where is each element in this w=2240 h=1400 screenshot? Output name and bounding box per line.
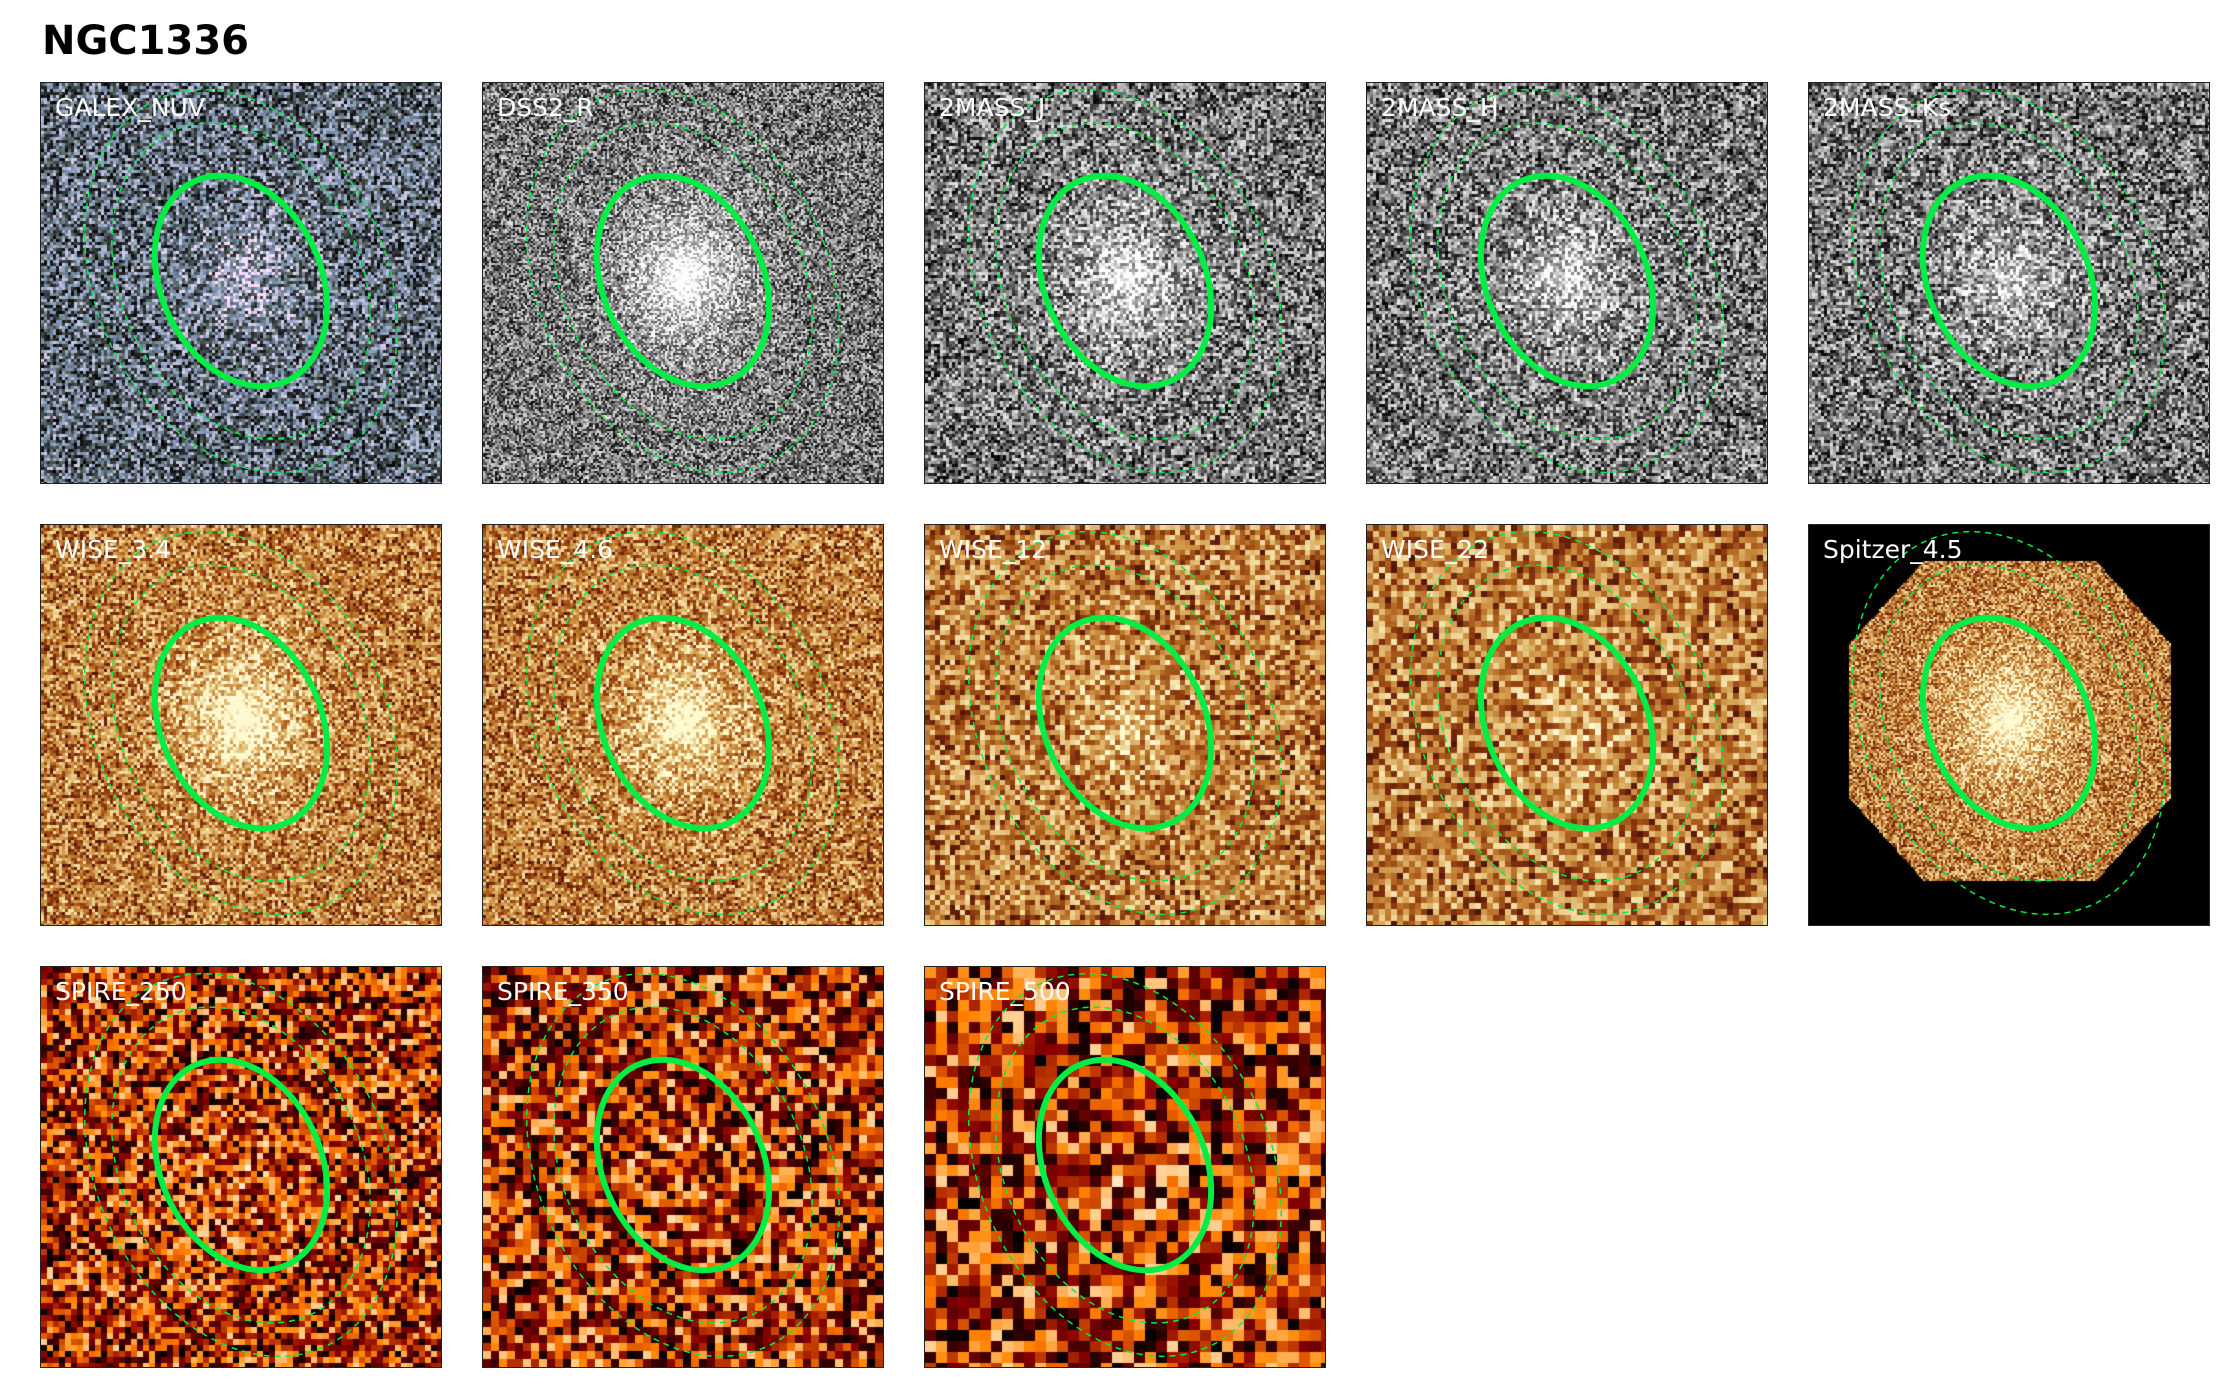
aperture-overlay <box>41 967 442 1368</box>
image-panel-2mass-h: 2MASS_H <box>1366 82 1768 484</box>
aperture-overlay <box>483 83 884 484</box>
aperture-overlay <box>1367 525 1768 926</box>
aperture-overlay <box>925 83 1326 484</box>
outer-dashed-ellipse <box>1809 525 2210 926</box>
inner-dashed-ellipse <box>63 967 420 1365</box>
inner-dashed-ellipse <box>1389 525 1746 923</box>
panel-label: WISE_22 <box>1381 535 1489 564</box>
aperture-overlay <box>925 967 1326 1368</box>
image-panel-wise-3-4: WISE_3.4 <box>40 524 442 926</box>
aperture-overlay <box>925 525 1326 926</box>
outer-dashed-ellipse <box>1367 525 1768 926</box>
inner-dashed-ellipse <box>505 525 862 923</box>
aperture-overlay <box>1367 83 1768 484</box>
inner-dashed-ellipse <box>1831 525 2188 923</box>
aperture-overlay <box>1809 525 2210 926</box>
panel-label: WISE_3.4 <box>55 535 171 564</box>
inner-dashed-ellipse <box>1389 83 1746 481</box>
image-panel-wise-22: WISE_22 <box>1366 524 1768 926</box>
image-panel-2mass-ks: 2MASS_Ks <box>1808 82 2210 484</box>
outer-dashed-ellipse <box>41 525 442 926</box>
inner-dashed-ellipse <box>505 967 862 1365</box>
image-panel-wise-12: WISE_12 <box>924 524 1326 926</box>
aperture-overlay <box>41 525 442 926</box>
image-panel-spire-500: SPIRE_500 <box>924 966 1326 1368</box>
panel-label: WISE_4.6 <box>497 535 613 564</box>
image-panel-galex-nuv: GALEX_NUV <box>40 82 442 484</box>
outer-dashed-ellipse <box>925 525 1326 926</box>
panel-label: Spitzer_4.5 <box>1823 535 1963 564</box>
outer-dashed-ellipse <box>925 83 1326 484</box>
image-panel-wise-4-6: WISE_4.6 <box>482 524 884 926</box>
outer-dashed-ellipse <box>1367 83 1768 484</box>
panel-label: SPIRE_500 <box>939 977 1071 1006</box>
image-panel-spitzer-4-5: Spitzer_4.5 <box>1808 524 2210 926</box>
panel-label: WISE_12 <box>939 535 1047 564</box>
aperture-overlay <box>483 525 884 926</box>
image-panel-2mass-j: 2MASS_J <box>924 82 1326 484</box>
outer-dashed-ellipse <box>483 967 884 1368</box>
inner-dashed-ellipse <box>1831 83 2188 481</box>
inner-dashed-ellipse <box>947 967 1304 1365</box>
image-panel-spire-250: SPIRE_250 <box>40 966 442 1368</box>
inner-dashed-ellipse <box>947 525 1304 923</box>
aperture-overlay <box>483 967 884 1368</box>
inner-dashed-ellipse <box>505 83 862 481</box>
outer-dashed-ellipse <box>483 83 884 484</box>
inner-dashed-ellipse <box>947 83 1304 481</box>
panel-label: SPIRE_350 <box>497 977 629 1006</box>
panel-label: DSS2_R <box>497 93 594 122</box>
aperture-overlay <box>1809 83 2210 484</box>
inner-dashed-ellipse <box>63 525 420 923</box>
panel-label: SPIRE_250 <box>55 977 187 1006</box>
outer-dashed-ellipse <box>41 83 442 484</box>
outer-dashed-ellipse <box>483 525 884 926</box>
image-panel-spire-350: SPIRE_350 <box>482 966 884 1368</box>
image-panel-dss2-r: DSS2_R <box>482 82 884 484</box>
aperture-overlay <box>41 83 442 484</box>
figure-title: NGC1336 <box>42 18 249 64</box>
outer-dashed-ellipse <box>41 967 442 1368</box>
inner-dashed-ellipse <box>63 83 420 481</box>
outer-dashed-ellipse <box>1809 83 2210 484</box>
panel-label: 2MASS_H <box>1381 93 1499 122</box>
panel-label: 2MASS_J <box>939 93 1045 122</box>
outer-dashed-ellipse <box>925 967 1326 1368</box>
panel-label: 2MASS_Ks <box>1823 93 1951 122</box>
panel-label: GALEX_NUV <box>55 93 205 122</box>
